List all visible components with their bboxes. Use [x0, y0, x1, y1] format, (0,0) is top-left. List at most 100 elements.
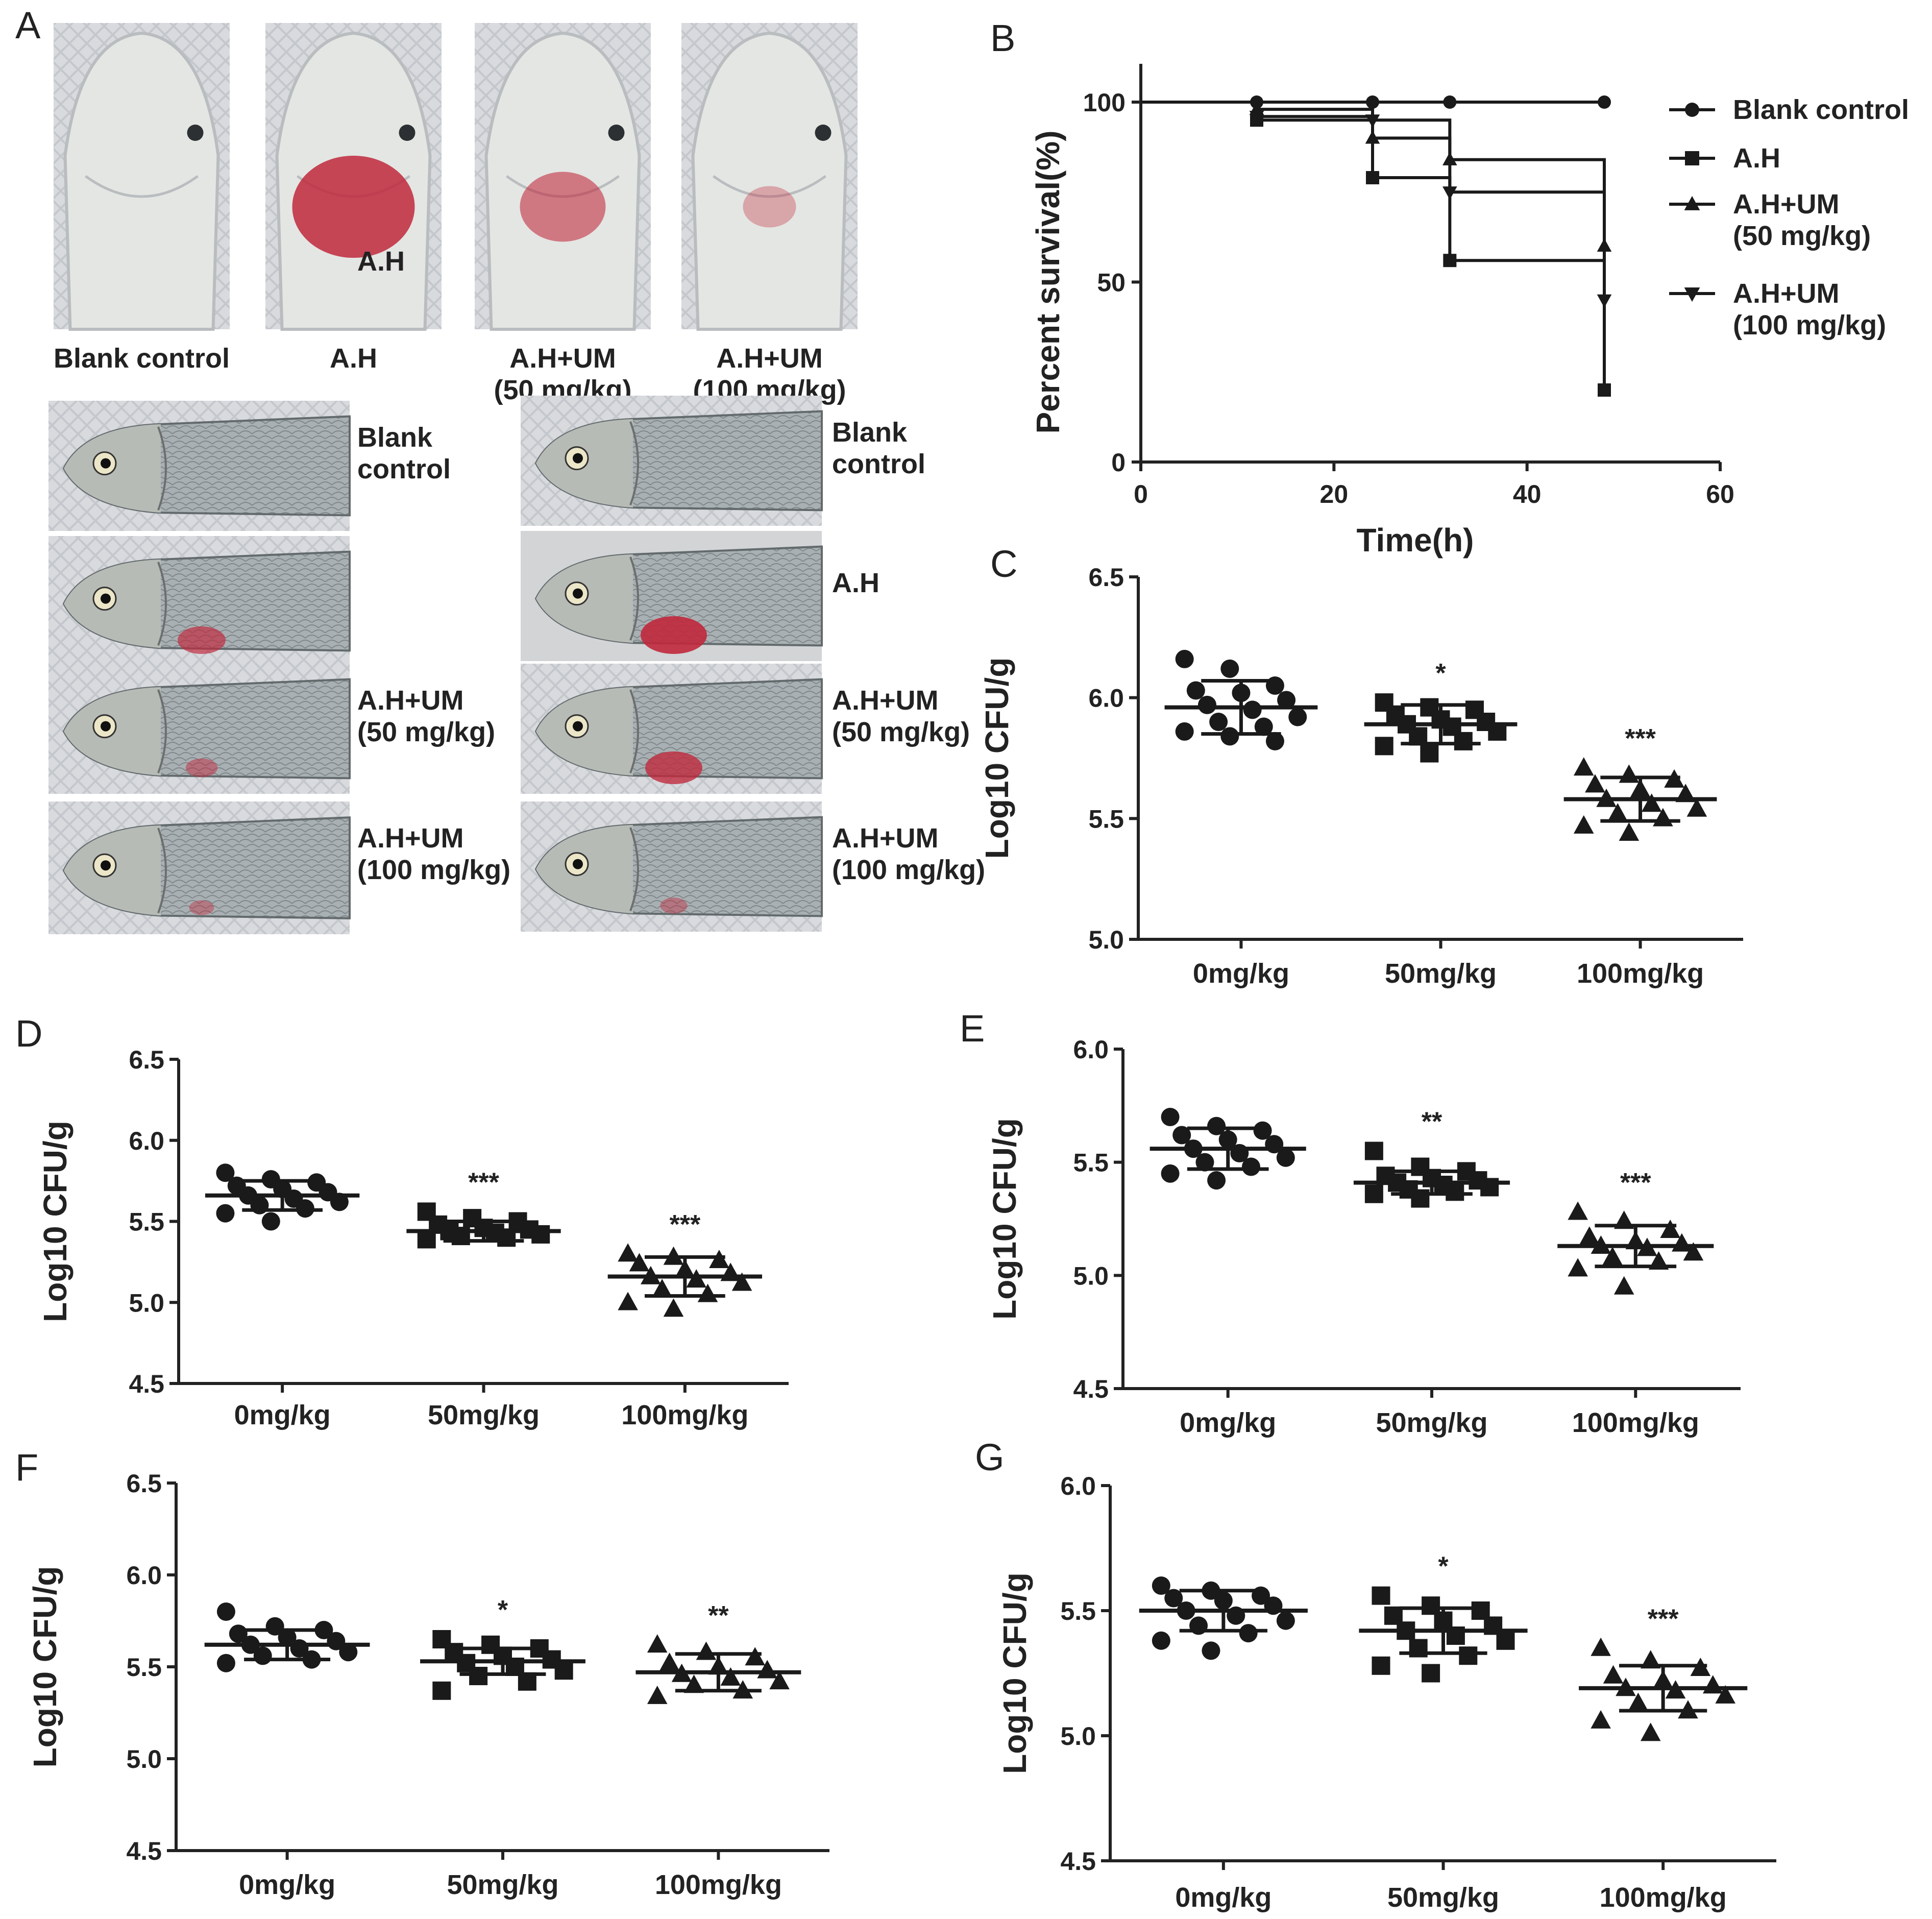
- y-tick-label: 5.0: [1088, 926, 1124, 954]
- top-photo-label: Blank control: [54, 343, 230, 374]
- y-axis-title: Percent survival(%): [1030, 130, 1066, 433]
- legend-label: A.H: [1733, 143, 1780, 174]
- data-point: [1288, 708, 1307, 726]
- survival-point: [1365, 114, 1380, 128]
- data-point: [1152, 1576, 1170, 1595]
- gill-line: [85, 175, 199, 198]
- survival-point: [1443, 254, 1457, 268]
- right-fish-label-line: A.H+UM: [832, 823, 939, 854]
- y-tick-label: 6.5: [1088, 563, 1124, 592]
- x-tick-label: 40: [1513, 480, 1542, 508]
- legend-label: A.H+UM (50 mg/kg): [1733, 189, 1871, 251]
- data-point: [1459, 1646, 1478, 1665]
- group-1: [1150, 1108, 1306, 1190]
- category-label: 0mg/kg: [1175, 1882, 1271, 1913]
- right-fish-label: A.H+UM (50 mg/kg): [832, 685, 970, 747]
- group-2: *: [1364, 659, 1518, 763]
- y-tick-label: 4.5: [1073, 1375, 1109, 1403]
- data-point: [1197, 695, 1216, 714]
- panel-label-f: F: [15, 1446, 38, 1489]
- y-tick-label: 5.5: [1073, 1149, 1109, 1177]
- category-label: 0mg/kg: [1193, 958, 1289, 989]
- data-point: [1573, 757, 1594, 776]
- left-fish-label: Blank control: [357, 422, 451, 484]
- y-tick-label: 5.5: [129, 1208, 164, 1236]
- lesion-mark: [641, 616, 707, 654]
- category-label: 50mg/kg: [447, 1869, 558, 1900]
- legend-marker: [1685, 103, 1699, 117]
- data-point: [731, 1272, 752, 1291]
- data-point: [1411, 1189, 1430, 1208]
- legend-label-line: (50 mg/kg): [1733, 221, 1871, 251]
- y-tick-label: 4.5: [126, 1837, 162, 1865]
- legend-item-1: Blank control: [1669, 94, 1909, 125]
- group-3: ***: [1563, 724, 1717, 841]
- legend-label: Blank control: [1733, 94, 1909, 125]
- data-point: [1686, 798, 1707, 817]
- data-point: [1715, 1685, 1735, 1704]
- legend-label-line: (100 mg/kg): [1733, 310, 1886, 341]
- data-point: [683, 1674, 704, 1693]
- data-point: [1152, 1631, 1170, 1650]
- data-point: [618, 1243, 638, 1262]
- data-point: [216, 1163, 235, 1182]
- fish-head-top-view: [63, 31, 220, 331]
- data-point: [469, 1667, 488, 1685]
- data-point: [1619, 822, 1640, 841]
- data-point: [1175, 722, 1194, 741]
- series-2: [1141, 101, 1611, 397]
- lesion-mark: [189, 900, 214, 915]
- data-point: [1172, 1126, 1191, 1145]
- y-tick-label: 0: [1111, 448, 1126, 477]
- legend-item-4: A.H+UM (100 mg/kg): [1669, 278, 1886, 341]
- data-point: [1277, 691, 1296, 710]
- data-point: [659, 1653, 680, 1671]
- group-2: *: [420, 1595, 585, 1700]
- category-label: 0mg/kg: [1180, 1407, 1276, 1438]
- data-point: [1591, 1710, 1611, 1729]
- gill-cover: [629, 689, 639, 773]
- right-fish-3: A.H+UM (50 mg/kg): [521, 664, 970, 794]
- fish-eye: [608, 125, 625, 141]
- data-point: [1422, 1664, 1440, 1683]
- left-fish-label: A.H+UM (50 mg/kg): [357, 685, 495, 747]
- data-point: [629, 1253, 650, 1272]
- gill-line: [713, 175, 826, 198]
- right-fish-2: A.H: [521, 531, 879, 661]
- data-point: [216, 1602, 235, 1621]
- y-tick-label: 6.0: [1088, 684, 1124, 713]
- panel-label-a: A: [15, 4, 41, 46]
- category-label: 100mg/kg: [1577, 958, 1704, 989]
- gill-cover: [629, 556, 639, 641]
- data-point: [432, 1681, 451, 1700]
- data-point: [1602, 1247, 1623, 1266]
- survival-point: [1598, 95, 1611, 109]
- data-point: [1207, 1116, 1226, 1135]
- y-tick-label: 5.5: [1060, 1597, 1096, 1625]
- y-axis-title: Log10 CFU/g: [979, 658, 1015, 859]
- data-point: [1220, 659, 1239, 678]
- data-point: [696, 1641, 717, 1660]
- fish-pupil: [573, 859, 583, 869]
- legend-marker: [1684, 287, 1700, 302]
- data-point: [647, 1634, 668, 1653]
- top-photo-label-line: A.H+UM: [509, 343, 616, 374]
- data-point: [1579, 1226, 1600, 1245]
- fish-pupil: [101, 458, 111, 469]
- fish-pupil: [101, 860, 111, 871]
- top-photo-label-line: A.H+UM: [716, 343, 823, 374]
- right-fish-4: A.H+UM (100 mg/kg): [521, 801, 985, 932]
- legend-marker: [1685, 151, 1699, 165]
- data-point: [1446, 1182, 1464, 1201]
- data-point: [652, 1279, 672, 1298]
- panel-label-d: D: [15, 1012, 42, 1055]
- lesion-mark: [645, 751, 702, 784]
- y-tick-label: 100: [1083, 88, 1126, 117]
- top-photo-2: A.H: [265, 23, 442, 374]
- group-3: ***: [607, 1210, 763, 1317]
- left-fish-3: A.H+UM (50 mg/kg): [48, 664, 495, 794]
- data-point: [1641, 793, 1662, 812]
- category-label: 100mg/kg: [621, 1400, 748, 1430]
- data-point: [1239, 1624, 1258, 1643]
- data-point: [229, 1624, 248, 1643]
